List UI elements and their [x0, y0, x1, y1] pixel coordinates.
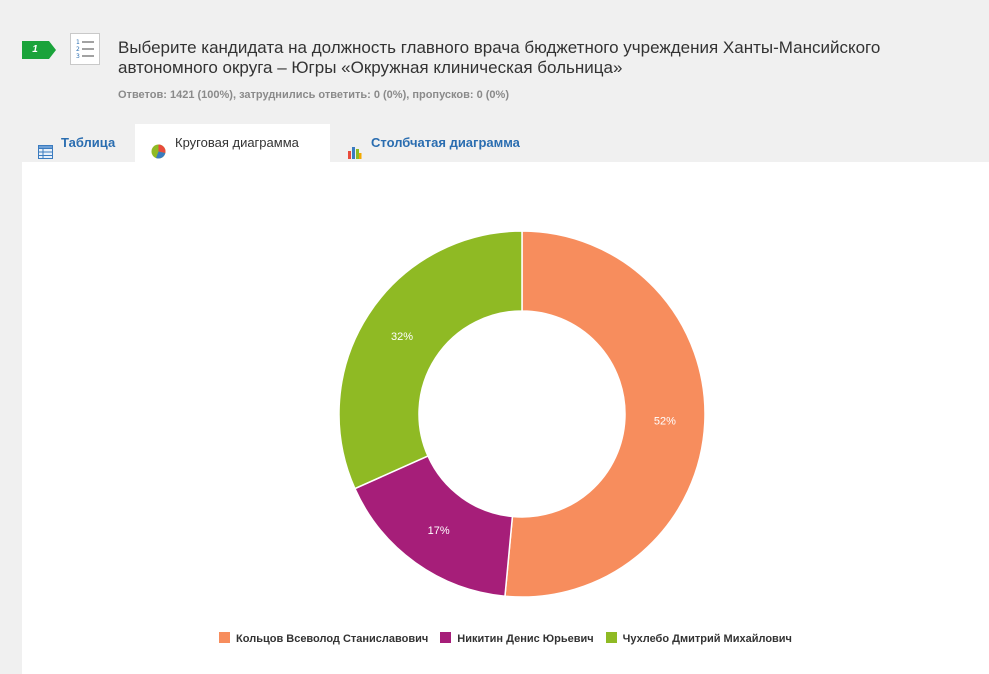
legend-item[interactable]: Никитин Денис Юрьевич — [440, 632, 594, 645]
tab-table-label: Таблица — [61, 135, 116, 150]
pie-slice[interactable] — [353, 455, 514, 598]
legend-label: Кольцов Всеволод Станиславович — [236, 633, 429, 645]
svg-text:1: 1 — [76, 39, 80, 46]
chart-panel: 52% 17% 32% Кольцов Всеволод Станиславович… — [22, 162, 989, 674]
pie-slice-label: 17% — [428, 525, 450, 537]
tab-table[interactable]: Таблица — [22, 124, 135, 162]
legend-swatch — [605, 632, 617, 643]
question-number-badge: 1 — [22, 41, 56, 59]
question-number: 1 — [32, 44, 38, 55]
pie-chart-icon — [151, 136, 166, 159]
legend-label: Никитин Денис Юрьевич — [457, 633, 594, 645]
chart-legend: Кольцов Всеволод Станиславович Никитин Де… — [22, 632, 989, 645]
pie-slice[interactable] — [338, 230, 523, 490]
svg-text:2: 2 — [76, 46, 80, 53]
tab-bar-chart[interactable]: Столбчатая диаграмма — [330, 124, 540, 162]
numbered-list-icon: 1 2 3 — [70, 33, 100, 65]
svg-text:3: 3 — [76, 53, 80, 60]
question-stats: Ответов: 1421 (100%), затруднились ответ… — [118, 89, 509, 101]
tab-bar-chart-label: Столбчатая диаграмма — [371, 135, 520, 150]
pie-slice-label: 32% — [391, 331, 413, 343]
tab-pie-chart-label: Круговая диаграмма — [175, 135, 299, 150]
badge-arrow-shape — [22, 41, 56, 59]
donut-chart: 52% 17% 32% — [338, 230, 706, 598]
tab-pie-chart[interactable]: Круговая диаграмма — [135, 124, 330, 162]
pie-slice[interactable] — [504, 230, 706, 598]
legend-item[interactable]: Чухлебо Дмитрий Михайлович — [605, 632, 792, 645]
question-header: 1 1 2 3 Выберите кандидата на должность … — [0, 0, 989, 122]
legend-swatch — [440, 632, 452, 643]
legend-label: Чухлебо Дмитрий Михайлович — [622, 633, 792, 645]
bar-chart-icon — [347, 136, 362, 159]
legend-item[interactable]: Кольцов Всеволод Станиславович — [219, 632, 428, 645]
pie-slice-label: 52% — [654, 416, 676, 428]
question-title: Выберите кандидата на должность главного… — [118, 38, 881, 77]
legend-swatch — [219, 632, 231, 643]
table-icon — [38, 136, 53, 159]
